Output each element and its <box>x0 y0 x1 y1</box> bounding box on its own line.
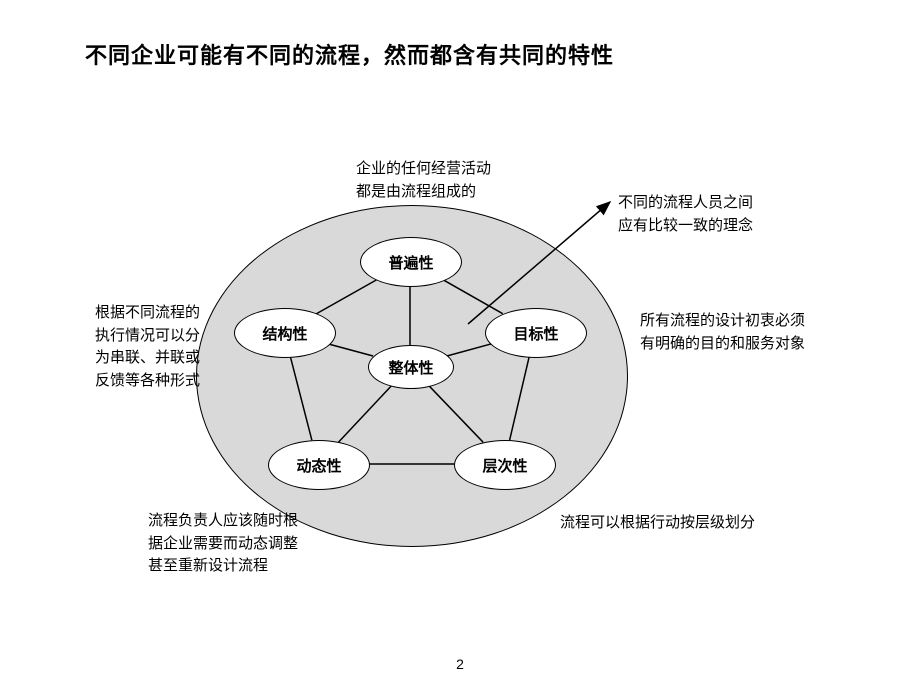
annotation-right_anno: 所有流程的设计初衷必须有明确的目的和服务对象 <box>640 310 805 355</box>
annotation-arrow_anno: 不同的流程人员之间应有比较一致的理念 <box>618 192 753 237</box>
node-center: 整体性 <box>368 345 454 389</box>
node-bleft: 动态性 <box>268 440 370 490</box>
node-right: 目标性 <box>485 308 587 358</box>
node-bright: 层次性 <box>454 440 556 490</box>
page-number: 2 <box>0 656 920 672</box>
annotation-left_anno: 根据不同流程的执行情况可以分为串联、并联或反馈等各种形式 <box>95 302 200 392</box>
annotation-bright_anno: 流程可以根据行动按层级划分 <box>560 512 755 535</box>
annotation-bleft_anno: 流程负责人应该随时根据企业需要而动态调整甚至重新设计流程 <box>148 510 298 578</box>
page-title: 不同企业可能有不同的流程，然而都含有共同的特性 <box>85 38 614 70</box>
node-left: 结构性 <box>234 308 336 358</box>
annotation-top_anno: 企业的任何经营活动都是由流程组成的 <box>356 158 491 203</box>
node-top: 普遍性 <box>360 237 462 287</box>
